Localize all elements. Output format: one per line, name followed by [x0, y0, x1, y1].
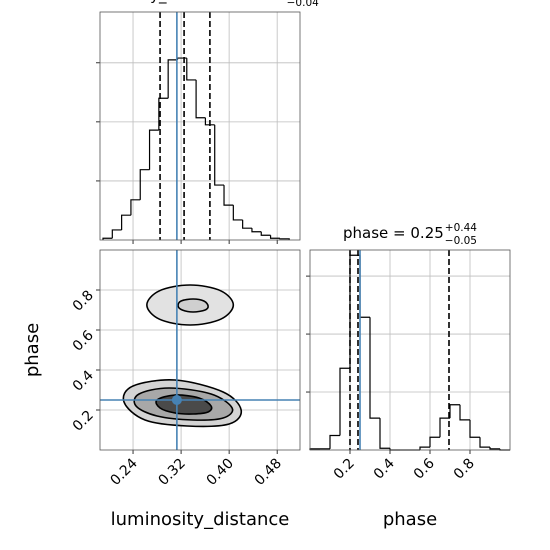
- histogram-step: [251, 228, 262, 233]
- x-axis-label: luminosity_distance: [111, 509, 290, 530]
- histogram-step: [449, 404, 460, 419]
- histogram-step: [369, 317, 380, 419]
- histogram-step: [359, 255, 370, 318]
- y-tick-label: 0.8: [70, 288, 97, 315]
- y-tick-label: 0.2: [70, 408, 97, 435]
- x-tick-label: 0.48: [252, 456, 285, 489]
- panel: 0.24 0.32 0.40 0.48 0.2 0.4 0.6 0.8 phase luminos…: [22, 249, 301, 530]
- title-sub: −0.05: [445, 235, 477, 247]
- panel-frame: [99, 249, 301, 451]
- truth-point: [171, 395, 182, 405]
- panel-title: luminosity_distance = 0.32+0.04−0.04: [81, 0, 319, 9]
- histogram-step: [195, 79, 206, 119]
- histogram-step: [279, 238, 290, 240]
- histogram-step: [102, 237, 113, 240]
- histogram-step: [339, 367, 350, 436]
- panel-title: phase = 0.25 +0.44−0.05: [343, 222, 477, 247]
- title-sub: −0.04: [287, 0, 319, 9]
- histogram-step: [489, 447, 500, 450]
- histogram-step: [379, 418, 390, 449]
- histogram-step: [429, 436, 440, 448]
- histogram-step: [214, 124, 225, 186]
- x-tick-label: 0.32: [156, 456, 189, 489]
- histogram-step: [269, 235, 280, 239]
- histogram-step: [242, 219, 252, 229]
- histogram-step: [176, 57, 187, 60]
- histogram-step: [223, 185, 234, 206]
- x-tick-label: 0.24: [108, 455, 141, 488]
- histogram-step: [459, 404, 470, 421]
- title: phase = 0.25: [343, 224, 444, 242]
- histogram-step: [158, 97, 169, 131]
- x-tick-label: 0.40: [204, 456, 237, 489]
- contours: [100, 250, 300, 450]
- x-tick-label: 0.4: [371, 455, 398, 482]
- histogram-step: [439, 417, 450, 438]
- panel: 0.2 0.4 0.6 0.8 phase = 0.25 +0.44−0.05 phase: [306, 222, 511, 530]
- histogram-step: [204, 117, 215, 126]
- x-tick-label: 0.8: [451, 456, 478, 483]
- histogram-step: [130, 199, 141, 216]
- histogram-step: [121, 214, 131, 230]
- histogram-step: [329, 434, 340, 449]
- histogram-step: [469, 419, 480, 438]
- histogram-step: [148, 129, 159, 170]
- title: luminosity_distance = 0.32: [81, 0, 285, 5]
- y-tick-label: 0.6: [70, 327, 97, 354]
- histogram-step: [167, 59, 178, 99]
- histogram-step: [479, 437, 490, 448]
- histogram-step: [419, 446, 430, 450]
- y-tick-label: 0.4: [70, 367, 97, 394]
- x-tick-label: 0.2: [331, 456, 358, 483]
- x-tick-label: 0.6: [411, 455, 438, 482]
- histogram-step: [111, 229, 122, 239]
- contour: [177, 298, 209, 313]
- panel: luminosity_distance = 0.32+0.04−0.04: [81, 0, 319, 244]
- panel-frame: [99, 11, 301, 241]
- panel-frame: [309, 249, 511, 451]
- title-sup: +0.44: [445, 222, 477, 234]
- histogram-step: [139, 169, 150, 200]
- histogram-step: [186, 58, 197, 81]
- y-axis-label: phase: [22, 323, 43, 377]
- x-axis-label: phase: [383, 509, 437, 530]
- histogram-step: [260, 231, 271, 236]
- histogram-step: [232, 205, 243, 221]
